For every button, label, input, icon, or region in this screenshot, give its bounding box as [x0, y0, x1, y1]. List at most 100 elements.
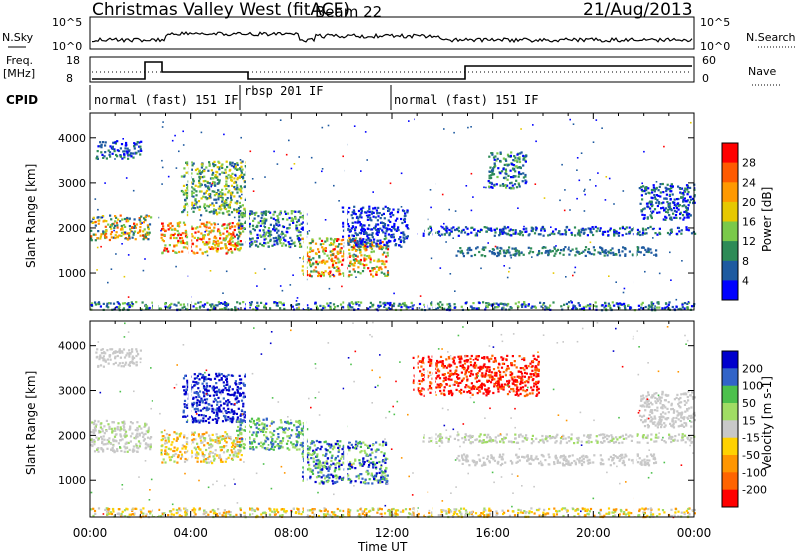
power-cell	[263, 268, 266, 270]
power-cell	[180, 175, 183, 178]
velocity-cell	[233, 394, 236, 397]
power-cell	[613, 230, 616, 233]
power-cell	[365, 238, 368, 241]
power-cell	[543, 227, 546, 231]
power-cell	[561, 163, 563, 166]
power-cell	[491, 248, 494, 251]
power-cell	[307, 307, 310, 310]
power-cell	[259, 219, 262, 223]
power-cell	[148, 306, 151, 310]
velocity-cell	[108, 425, 111, 428]
velocity-cell	[271, 432, 274, 435]
power-cell	[339, 251, 342, 254]
power-cell	[460, 231, 463, 234]
power-cell	[641, 213, 644, 216]
power-cell	[194, 184, 197, 187]
velocity-cell	[107, 362, 110, 365]
power-cell	[176, 224, 179, 227]
velocity-cell	[202, 458, 206, 461]
power-cell	[492, 251, 496, 255]
power-cell	[222, 302, 225, 305]
power-cell	[658, 211, 661, 214]
power-cell	[272, 228, 275, 231]
velocity-cell	[232, 440, 235, 443]
power-cell	[273, 240, 276, 243]
power-cell	[207, 169, 210, 172]
power-cell	[399, 236, 402, 239]
velocity-cell	[197, 445, 200, 448]
power-cell	[621, 250, 624, 253]
velocity-cell	[211, 407, 214, 410]
power-cell	[370, 245, 373, 248]
power-cell	[381, 241, 384, 244]
power-cell	[216, 304, 219, 307]
power-cell	[211, 303, 214, 306]
velocity-cell	[237, 449, 240, 452]
power-cell	[656, 211, 659, 214]
power-cell	[356, 221, 359, 224]
power-cell	[430, 257, 433, 260]
power-cell	[192, 191, 195, 194]
power-cell	[262, 210, 265, 213]
power-cell	[624, 254, 627, 257]
power-cell	[230, 184, 234, 187]
power-cell	[641, 233, 644, 236]
power-cell	[237, 226, 240, 229]
velocity-cell	[290, 441, 293, 444]
power-cell	[248, 301, 251, 304]
velocity-cell	[145, 430, 148, 433]
power-cell	[371, 236, 374, 239]
velocity-cell	[288, 436, 291, 439]
power-cell	[181, 190, 185, 193]
power-cell	[629, 306, 632, 309]
velocity-cell	[236, 391, 239, 394]
power-cell	[301, 265, 304, 268]
power-cell	[337, 238, 340, 241]
velocity-cell	[94, 429, 97, 432]
velocity-cell	[206, 408, 210, 411]
power-cell	[467, 232, 470, 236]
power-cell	[228, 213, 231, 216]
power-cell	[192, 187, 195, 190]
velocity-cell	[266, 447, 269, 450]
power-cell	[389, 301, 392, 305]
power-cell	[582, 228, 585, 232]
power-cell	[351, 239, 354, 242]
power-cell	[446, 227, 449, 230]
velocity-cell	[197, 419, 200, 422]
power-cell	[99, 305, 102, 308]
power-cell	[233, 195, 236, 198]
velocity-cell	[221, 420, 225, 423]
power-cell	[250, 212, 253, 215]
power-cell	[181, 306, 184, 309]
velocity-cell	[320, 471, 323, 474]
power-cell	[260, 212, 263, 215]
power-cell	[641, 182, 643, 185]
velocity-cell	[190, 431, 193, 434]
power-cell	[286, 212, 290, 215]
power-cell	[512, 232, 515, 235]
power-cell	[679, 191, 682, 194]
power-cell	[294, 244, 297, 247]
power-cell	[284, 234, 287, 237]
power-cell	[204, 230, 206, 233]
power-cell	[319, 304, 322, 307]
power-cell	[135, 223, 138, 226]
power-cell	[392, 214, 395, 217]
velocity-cell	[331, 479, 334, 483]
power-cell	[387, 239, 390, 242]
date-label: 21/Aug/2013	[583, 0, 693, 20]
power-cell	[215, 193, 218, 196]
velocity-cell	[285, 442, 289, 445]
power-cell	[267, 231, 271, 234]
power-cell	[373, 259, 376, 262]
power-cell	[589, 303, 592, 306]
power-cell	[263, 241, 266, 244]
power-cell	[266, 231, 269, 234]
velocity-cell	[257, 417, 260, 420]
power-cell	[375, 232, 378, 235]
power-colorbar-tick: 12	[742, 235, 756, 248]
power-cell	[592, 227, 595, 230]
power-cell	[555, 249, 558, 252]
velocity-cell	[258, 423, 261, 426]
